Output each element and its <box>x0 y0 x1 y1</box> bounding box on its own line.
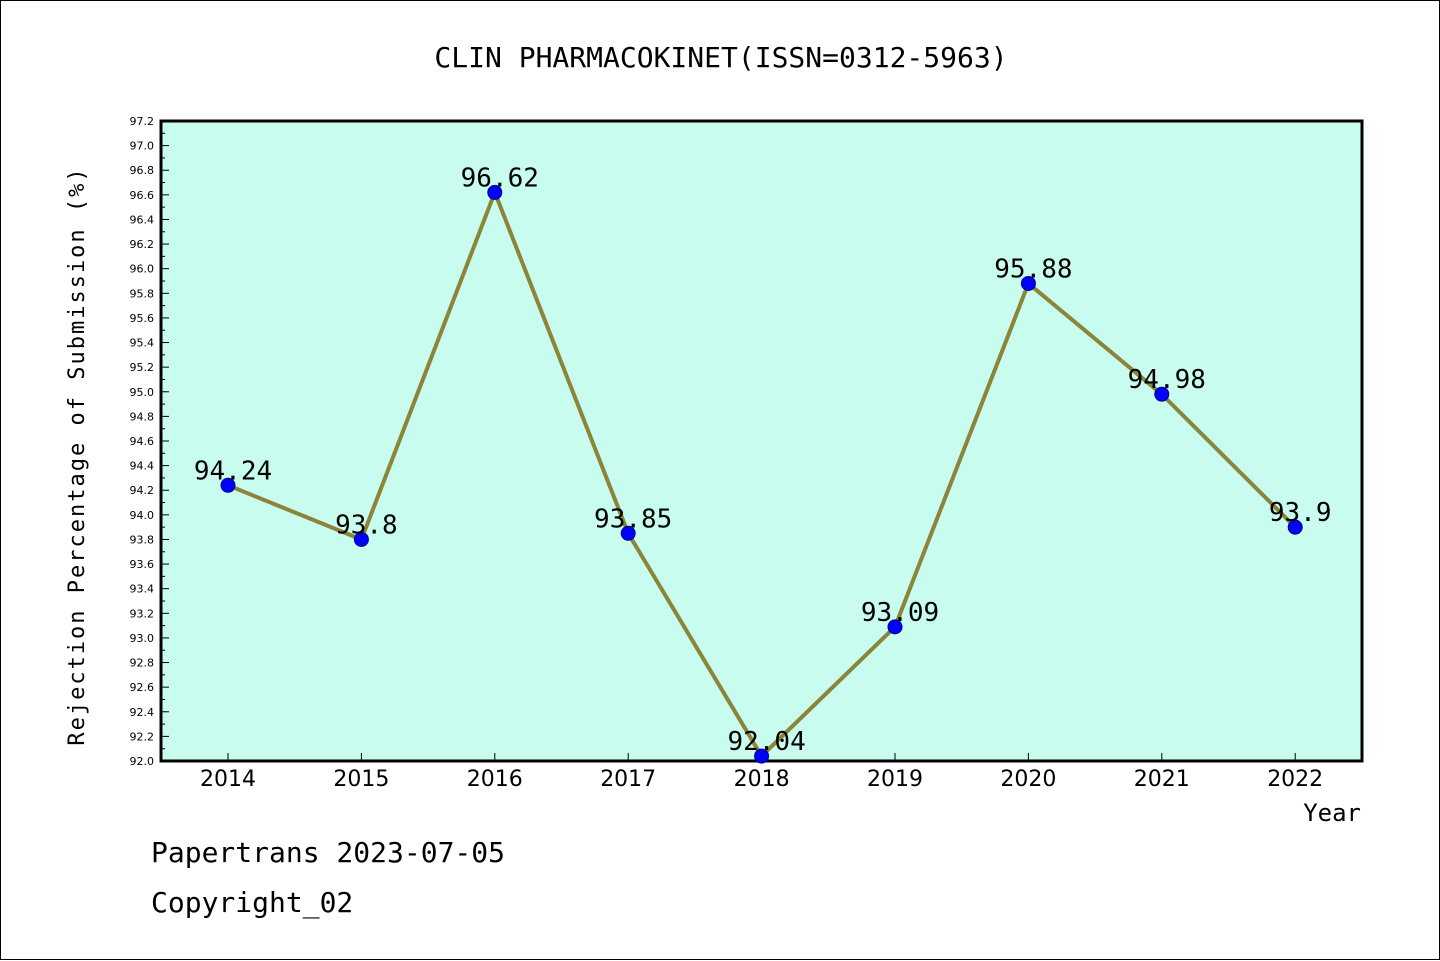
chart-title: CLIN PHARMACOKINET(ISSN=0312-5963) <box>434 41 1007 74</box>
data-point <box>620 525 636 541</box>
y-tick-label: 92.8 <box>130 657 155 670</box>
y-axis-label: Rejection Percentage of Submission (%) <box>65 166 90 745</box>
y-tick-label: 95.0 <box>130 386 155 399</box>
y-tick-label: 93.6 <box>130 558 155 571</box>
y-tick-label: 94.2 <box>130 484 155 497</box>
y-tick-label: 95.6 <box>130 312 155 325</box>
footer-copyright: Copyright_02 <box>151 886 354 919</box>
y-tick-label: 97.2 <box>130 115 155 128</box>
x-axis: 2014 2015 2016 2017 2018 2019 2020 2021 2022 <box>200 753 1323 792</box>
x-tick-label: 2018 <box>734 767 790 792</box>
x-tick-label: 2022 <box>1267 767 1323 792</box>
data-label: 93.09 <box>861 598 939 628</box>
y-tick-label: 94.0 <box>130 509 155 522</box>
y-tick-label: 92.0 <box>130 755 155 768</box>
x-tick-label: 2019 <box>867 767 923 792</box>
y-axis: 92.0 92.2 92.4 92.6 92.8 93.0 93.2 93.4 93.6 93.8… <box>130 115 169 768</box>
data-label: 92.04 <box>727 727 805 757</box>
x-axis-label: Year <box>1303 799 1361 827</box>
series-group: 94.24 93.8 96.62 93.85 92.04 93.09 95.88 94.98 9… <box>194 163 1332 764</box>
y-tick-label: 97.0 <box>130 140 155 153</box>
y-tick-label: 96.2 <box>130 238 155 251</box>
x-tick-label: 2016 <box>467 767 523 792</box>
x-tick-label: 2020 <box>1000 767 1056 792</box>
y-tick-label: 96.8 <box>130 164 155 177</box>
x-tick-label: 2017 <box>600 767 656 792</box>
data-label: 93.8 <box>335 510 398 540</box>
y-tick-label: 92.4 <box>130 706 155 719</box>
data-point <box>754 748 770 764</box>
data-label: 93.85 <box>594 504 672 534</box>
plot-area <box>159 119 1364 763</box>
y-tick-label: 95.8 <box>130 287 155 300</box>
y-tick-label: 92.6 <box>130 681 155 694</box>
y-tick-label: 93.4 <box>130 583 155 596</box>
data-point <box>887 619 903 635</box>
data-label: 95.88 <box>994 254 1072 284</box>
y-tick-label: 94.4 <box>130 460 155 473</box>
data-label: 96.62 <box>461 163 539 193</box>
data-point <box>1154 386 1170 402</box>
data-point <box>487 184 503 200</box>
x-tick-label: 2021 <box>1134 767 1190 792</box>
y-tick-label: 96.4 <box>130 213 155 226</box>
data-point <box>1287 519 1303 535</box>
y-tick-label: 96.6 <box>130 189 155 202</box>
y-tick-label: 96.0 <box>130 263 155 276</box>
data-label: 94.98 <box>1128 365 1206 395</box>
y-tick-label: 93.8 <box>130 533 155 546</box>
x-tick-label: 2015 <box>333 767 389 792</box>
y-tick-label: 92.2 <box>130 730 155 743</box>
data-point <box>1020 275 1036 291</box>
data-label: 94.24 <box>194 456 272 486</box>
data-label: 93.9 <box>1269 498 1332 528</box>
y-tick-label: 95.2 <box>130 361 155 374</box>
x-tick-label: 2014 <box>200 767 256 792</box>
y-tick-label: 93.0 <box>130 632 155 645</box>
data-point <box>220 477 236 493</box>
y-tick-label: 93.2 <box>130 607 155 620</box>
y-tick-label: 94.6 <box>130 435 155 448</box>
footer-date: Papertrans 2023-07-05 <box>151 836 506 869</box>
y-tick-label: 95.4 <box>130 337 155 350</box>
y-tick-label: 94.8 <box>130 410 155 423</box>
data-point <box>353 531 369 547</box>
